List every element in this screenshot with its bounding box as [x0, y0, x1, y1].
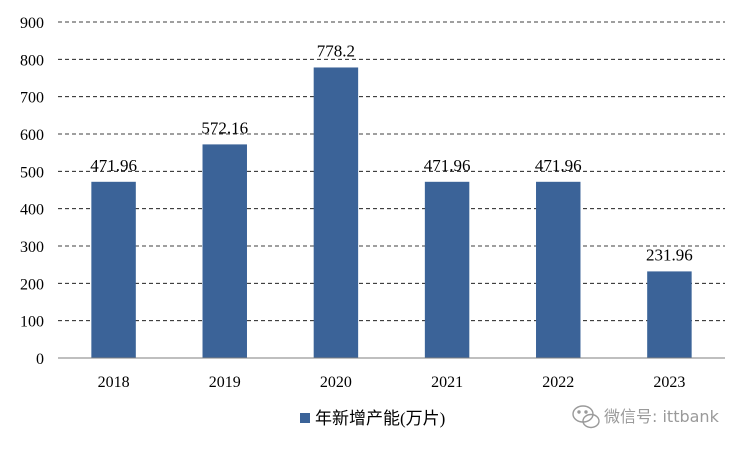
- bar: [424, 181, 470, 358]
- gridlines: [58, 21, 725, 322]
- data-label: 471.96: [535, 156, 582, 175]
- data-labels: 471.96 572.16 778.2 471.96 471.96 231.96: [90, 41, 693, 264]
- watermark-text: 微信号: ittbank: [604, 407, 720, 426]
- data-label: 572.16: [201, 118, 248, 137]
- x-tick-label: 2018: [98, 374, 130, 391]
- x-tick-label: 2022: [542, 374, 574, 391]
- y-tick-label: 0: [36, 351, 44, 368]
- y-tick-label: 900: [20, 15, 44, 32]
- x-tick-label: 2020: [320, 374, 352, 391]
- legend-label: 年新增产能(万片): [315, 409, 445, 428]
- data-label: 778.2: [317, 41, 355, 60]
- bar: [313, 67, 359, 359]
- y-tick-label: 700: [20, 90, 44, 107]
- legend: 年新增产能(万片): [300, 409, 445, 428]
- bar: [647, 271, 692, 358]
- bar: [536, 181, 581, 358]
- y-tick-label: 100: [20, 314, 44, 331]
- legend-swatch: [300, 413, 310, 423]
- x-tick-label: 2023: [653, 374, 685, 391]
- y-tick-label: 200: [20, 276, 44, 293]
- x-tick-label: 2021: [431, 374, 463, 391]
- y-tick-label: 800: [20, 52, 44, 69]
- y-tick-label: 500: [20, 164, 44, 181]
- watermark: 微信号: ittbank: [572, 405, 720, 429]
- data-label: 471.96: [90, 156, 137, 175]
- x-tick-label: 2019: [209, 374, 241, 391]
- y-tick-label: 400: [20, 202, 44, 219]
- y-tick-label: 600: [20, 127, 44, 144]
- bar: [91, 181, 136, 358]
- data-label: 231.96: [646, 245, 693, 264]
- data-label: 471.96: [424, 156, 471, 175]
- axes: 0 100 200 300 400 500 600 700 800 900 2018 2019 2020…: [20, 15, 725, 391]
- bars: [91, 67, 692, 359]
- bar: [202, 144, 247, 358]
- wechat-icon: [572, 405, 600, 429]
- y-tick-label: 300: [20, 239, 44, 256]
